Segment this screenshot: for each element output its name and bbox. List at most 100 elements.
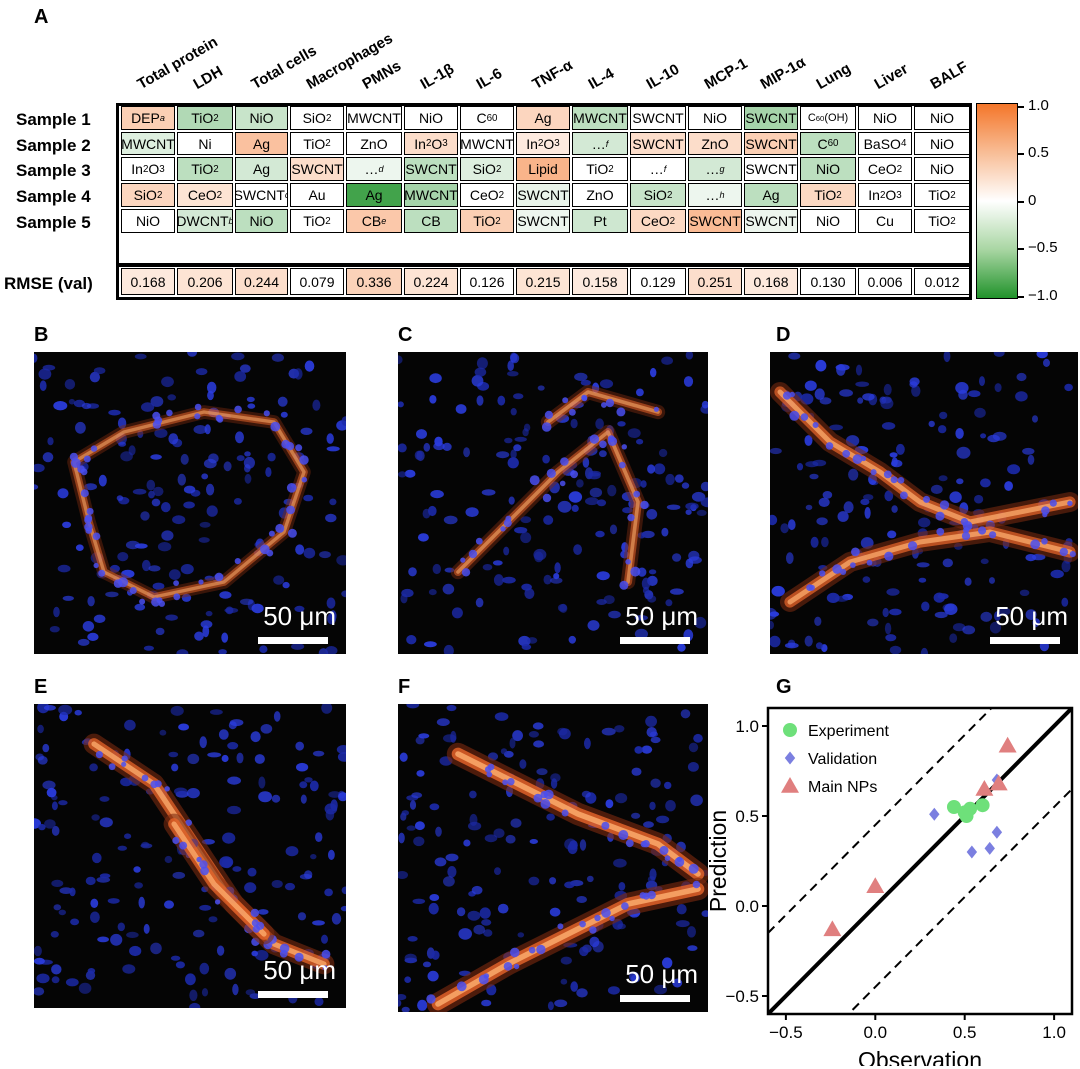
nucleus bbox=[980, 478, 991, 488]
nucleus bbox=[254, 754, 265, 764]
nucleus bbox=[546, 813, 555, 821]
nucleus bbox=[880, 397, 894, 410]
nucleus bbox=[961, 531, 971, 541]
nucleus bbox=[168, 751, 179, 758]
panel-label-d: D bbox=[776, 324, 791, 346]
nucleus bbox=[404, 976, 412, 983]
nucleus bbox=[315, 832, 323, 842]
nucleus bbox=[507, 457, 519, 469]
fluorescence-image bbox=[398, 704, 708, 1012]
nucleus bbox=[325, 808, 335, 821]
nucleus bbox=[570, 470, 578, 479]
nucleus bbox=[507, 360, 514, 371]
nucleus bbox=[949, 491, 962, 503]
nucleus bbox=[595, 530, 605, 538]
nucleus bbox=[540, 799, 551, 809]
nucleus bbox=[782, 391, 792, 400]
nucleus bbox=[53, 606, 60, 618]
nucleus bbox=[69, 887, 76, 897]
nucleus bbox=[200, 620, 213, 629]
panel-g-scatter-plot: −0.5 −0.5 0.0 0.0 0.5 0.5 1.0 1.0 Observation Pre… bbox=[705, 706, 1074, 1066]
nucleus bbox=[866, 559, 873, 566]
nucleus bbox=[413, 836, 425, 847]
nucleus bbox=[510, 408, 517, 416]
row-label: Sample 3 bbox=[16, 161, 91, 180]
nucleus bbox=[181, 593, 192, 602]
data-point-triangle bbox=[975, 780, 994, 796]
nucleus bbox=[75, 421, 86, 434]
reference-line bbox=[847, 788, 1072, 1014]
nucleus bbox=[619, 580, 629, 590]
nucleus bbox=[819, 570, 826, 577]
nucleus bbox=[234, 371, 247, 382]
nucleus bbox=[627, 513, 635, 522]
nucleus bbox=[273, 711, 281, 722]
nucleus bbox=[921, 601, 930, 612]
nucleus bbox=[62, 521, 72, 528]
nucleus bbox=[493, 574, 504, 586]
nucleus bbox=[852, 454, 863, 464]
nucleus bbox=[503, 962, 513, 971]
nucleus bbox=[916, 562, 930, 568]
nucleus bbox=[636, 388, 644, 397]
column-header: BALF bbox=[927, 58, 971, 93]
nucleus bbox=[883, 470, 892, 479]
heat-cell: … g bbox=[688, 157, 742, 181]
nucleus bbox=[404, 953, 417, 963]
nucleus bbox=[658, 448, 668, 458]
nucleus bbox=[239, 364, 251, 373]
nucleus bbox=[193, 929, 205, 938]
nucleus bbox=[492, 560, 503, 566]
nucleus bbox=[536, 768, 548, 776]
nucleus bbox=[650, 367, 657, 378]
nucleus bbox=[609, 524, 618, 535]
heat-cell: SiO 2 bbox=[290, 106, 344, 130]
nucleus bbox=[939, 411, 948, 420]
nucleus bbox=[328, 849, 335, 860]
nucleus bbox=[78, 982, 92, 994]
nucleus bbox=[161, 376, 174, 388]
nucleus bbox=[84, 514, 93, 522]
legend-marker bbox=[781, 777, 799, 793]
nucleus bbox=[770, 514, 778, 526]
nucleus bbox=[936, 527, 945, 536]
nucleus bbox=[889, 452, 898, 458]
nucleus bbox=[553, 573, 560, 580]
nucleus bbox=[1032, 415, 1038, 423]
legend-marker bbox=[783, 723, 797, 737]
nucleus bbox=[133, 866, 141, 873]
nucleus bbox=[529, 475, 540, 486]
heat-cell: SWCNT bbox=[404, 157, 458, 181]
nucleus bbox=[37, 724, 44, 734]
column-header: TNF-α bbox=[529, 56, 576, 93]
heat-cell: DEP a bbox=[121, 106, 175, 130]
nucleus bbox=[634, 746, 643, 754]
nucleus bbox=[978, 526, 987, 535]
data-point-circle bbox=[975, 798, 990, 813]
nucleus bbox=[81, 402, 92, 410]
nucleus bbox=[920, 647, 929, 654]
nucleus bbox=[236, 455, 245, 462]
nucleus bbox=[329, 498, 337, 506]
nucleus bbox=[570, 981, 578, 992]
nucleus bbox=[989, 621, 1002, 634]
colorbar-tick bbox=[1018, 201, 1024, 203]
nucleus bbox=[949, 633, 958, 643]
nucleus bbox=[399, 752, 408, 762]
heat-cell: In 2 O 3 bbox=[516, 132, 570, 155]
nucleus bbox=[816, 517, 828, 526]
nucleus bbox=[645, 715, 657, 727]
nucleus bbox=[180, 564, 194, 575]
nucleus bbox=[483, 929, 493, 937]
nucleus bbox=[994, 611, 1001, 621]
nucleus bbox=[187, 753, 200, 765]
nucleus bbox=[653, 463, 666, 475]
nucleus bbox=[108, 763, 116, 771]
nucleus bbox=[494, 712, 509, 721]
nucleus bbox=[243, 456, 255, 469]
heat-cell: SWCNT bbox=[290, 157, 344, 181]
nucleus bbox=[244, 882, 257, 893]
nucleus bbox=[117, 845, 128, 851]
heat-cell: NiO bbox=[121, 209, 175, 233]
nucleus bbox=[615, 793, 628, 804]
